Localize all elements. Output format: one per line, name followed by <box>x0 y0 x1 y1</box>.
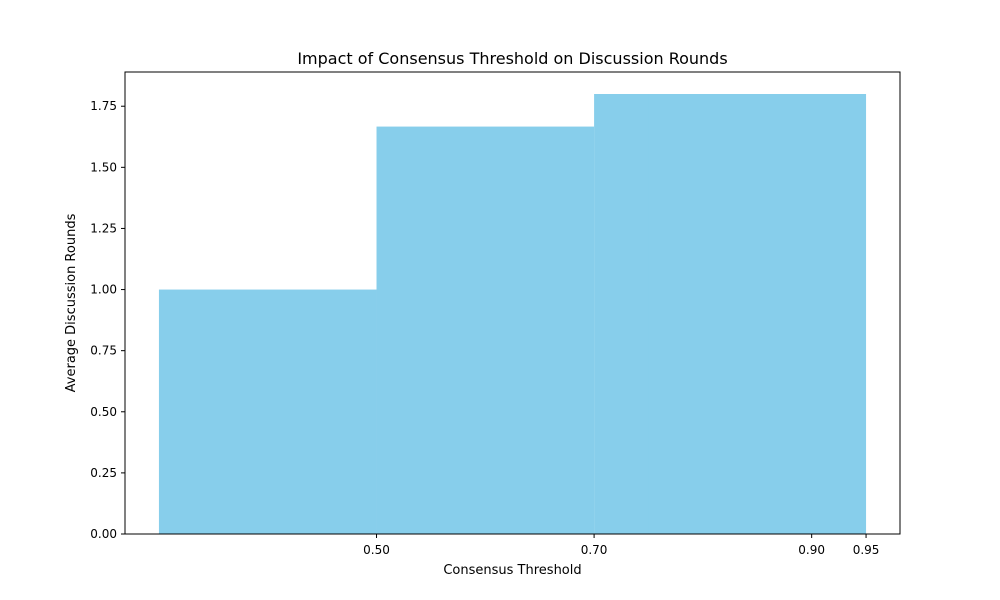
x-tick-label: 0.70 <box>581 543 608 557</box>
y-tick-label: 1.50 <box>90 160 117 174</box>
bar-0.50 <box>158 289 377 534</box>
bar-0.95 <box>648 94 867 534</box>
chart-title: Impact of Consensus Threshold on Discuss… <box>297 49 727 68</box>
y-axis: 0.00 0.25 0.50 0.75 1.00 1.25 1.50 1.75 <box>90 99 125 541</box>
bar-0.70 <box>376 126 595 534</box>
bars-group <box>158 94 867 534</box>
y-tick-label: 0.00 <box>90 527 117 541</box>
y-axis-label: Average Discussion Rounds <box>64 213 79 392</box>
y-tick-label: 1.00 <box>90 283 117 297</box>
y-tick-label: 0.50 <box>90 405 117 419</box>
x-axis-label: Consensus Threshold <box>443 563 581 578</box>
y-tick-label: 0.25 <box>90 466 117 480</box>
y-tick-label: 1.25 <box>90 221 117 235</box>
y-tick-label: 1.75 <box>90 99 117 113</box>
y-tick-label: 0.75 <box>90 344 117 358</box>
x-tick-label: 0.90 <box>798 543 825 557</box>
x-tick-label: 0.50 <box>363 543 390 557</box>
plot-frame <box>124 71 901 535</box>
x-axis: 0.50 0.70 0.90 0.95 <box>363 534 879 557</box>
x-tick-label: 0.95 <box>853 543 880 557</box>
